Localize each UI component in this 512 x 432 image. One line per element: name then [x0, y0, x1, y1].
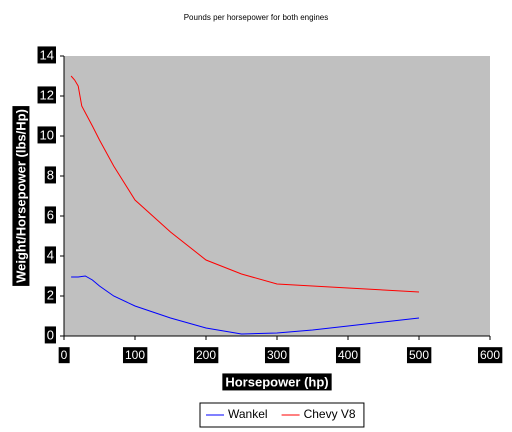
- y-tick-label: 0: [47, 327, 54, 342]
- plot-area: [64, 56, 490, 336]
- x-tick-label: 400: [338, 348, 358, 362]
- label-box: [264, 347, 290, 364]
- x-tick-label: 200: [196, 348, 216, 362]
- legend-label: Chevy V8: [304, 407, 356, 421]
- y-tick-label: 14: [40, 47, 54, 62]
- label-box: [122, 347, 148, 364]
- x-tick-label: 0: [61, 348, 68, 362]
- y-tick-label: 12: [40, 87, 54, 102]
- label-box: [37, 46, 56, 64]
- series-line: [71, 275, 420, 335]
- x-tick-label: 500: [409, 348, 429, 362]
- label-box: [44, 326, 56, 344]
- label-box: [12, 106, 30, 286]
- label-box: [335, 347, 361, 364]
- y-axis-label-group: Weight/Horsepower (lbs/Hp): [12, 106, 30, 286]
- series-line: [70, 75, 420, 293]
- x-tick-label: 600: [480, 348, 500, 362]
- x-tick-label: 100: [125, 348, 145, 362]
- y-tick-label: 8: [47, 167, 54, 182]
- chart-title: Pounds per horsepower for both engines: [184, 13, 329, 22]
- legend-label: Wankel: [228, 407, 268, 421]
- y-tick-label: 6: [47, 207, 54, 222]
- label-box: [44, 166, 56, 184]
- label-box: [44, 206, 56, 224]
- x-tick-label: 300: [267, 348, 287, 362]
- y-tick-label: 2: [47, 287, 54, 302]
- x-axis-label: Horsepower (hp): [225, 374, 328, 389]
- label-box: [193, 347, 219, 364]
- y-axis-label: Weight/Horsepower (lbs/Hp): [13, 109, 28, 283]
- label-box: [44, 286, 56, 304]
- y-tick-label: 4: [47, 247, 54, 262]
- label-box: [37, 86, 56, 104]
- label-box: [44, 246, 56, 264]
- y-tick-label: 10: [40, 127, 54, 142]
- label-box: [58, 347, 70, 364]
- label-box: [37, 126, 56, 144]
- label-box: [406, 347, 432, 364]
- label-box: [477, 347, 503, 364]
- label-box: [222, 373, 332, 391]
